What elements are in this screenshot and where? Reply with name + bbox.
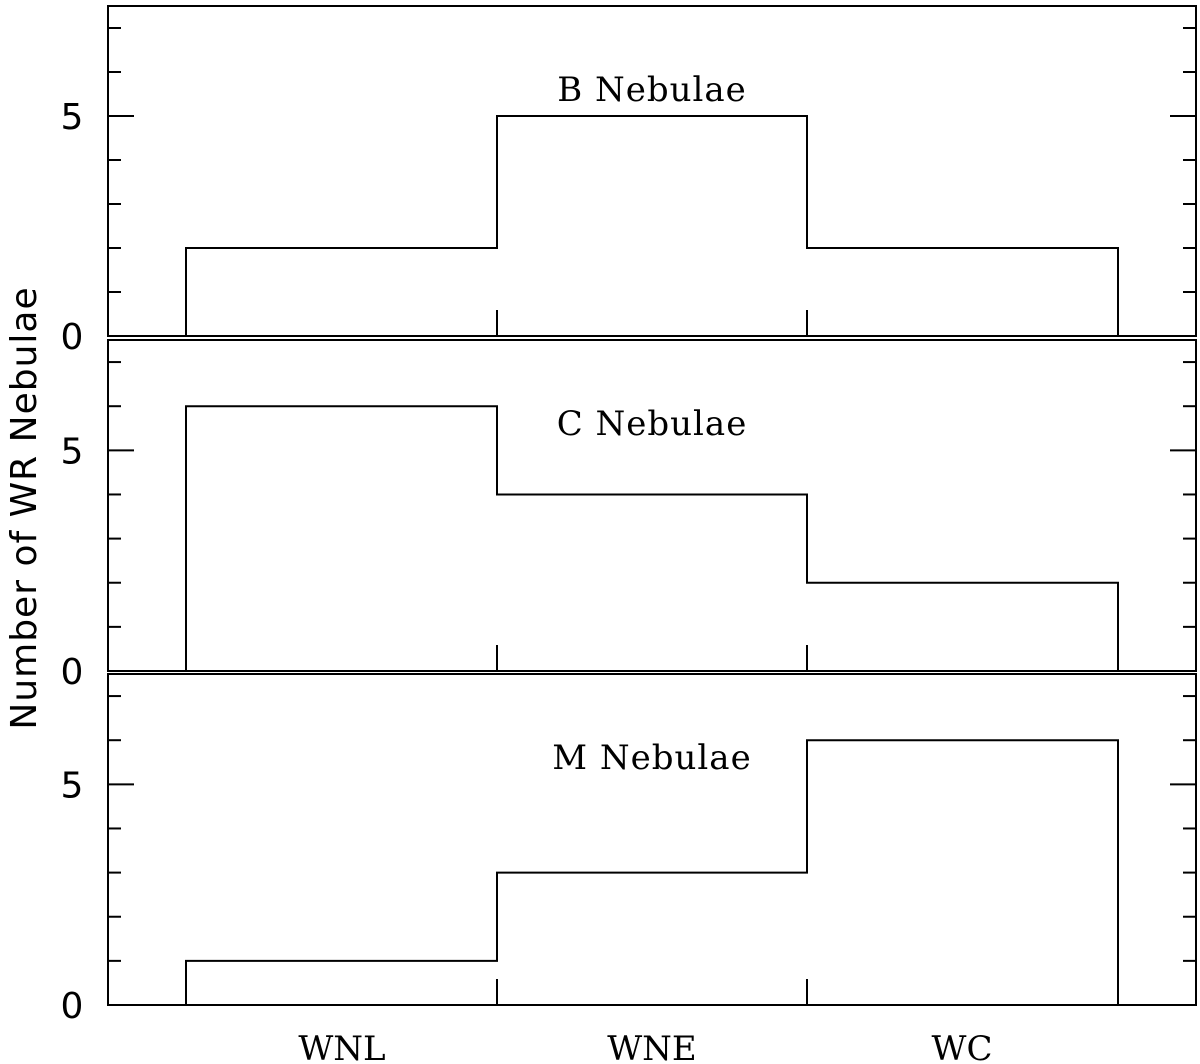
panels: 0 5 B Nebulae 0 5 C Nebulae 0 5 M Nebulae [61,5,1197,1027]
histogram-steps [185,739,1119,1005]
x-axis-labels: WNL WNE WC [298,1029,992,1064]
y-axis-title: Number of WR Nebulae [4,286,45,729]
x-label-wne: WNE [607,1029,697,1064]
panel-frame [107,673,1197,1006]
y-tick-label: 5 [61,431,84,472]
panel-b: 0 5 B Nebulae [61,5,1197,358]
x-label-wnl: WNL [298,1029,385,1064]
histogram-steps [185,115,1119,336]
y-tick-label: 0 [61,652,84,693]
x-label-wc: WC [932,1029,993,1064]
panel-title: B Nebulae [557,70,747,110]
histogram-steps [185,405,1119,671]
panel-frame [107,339,1197,672]
y-tick-label: 5 [61,765,84,806]
panel-m: 0 5 M Nebulae [61,673,1197,1027]
y-tick-label: 0 [61,317,84,358]
panel-title: M Nebulae [552,738,751,778]
panel-c: 0 5 C Nebulae [61,339,1197,693]
y-tick-label: 0 [61,986,84,1027]
panel-frame [107,5,1197,337]
y-tick-label: 5 [61,97,84,138]
panel-title: C Nebulae [557,404,748,444]
